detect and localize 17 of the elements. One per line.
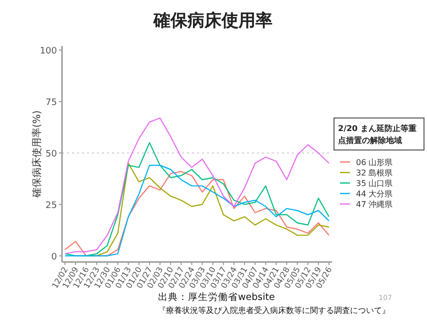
y-tick-label: 100 — [40, 46, 58, 57]
source-note: 出典：厚生労働省website — [158, 291, 275, 303]
line-series — [64, 142, 330, 256]
legend-label: 47 沖縄県 — [356, 200, 393, 209]
y-tick-label: 50 — [46, 149, 58, 160]
legend-title: 2/20 まん延防止等重点措置の解除地域 — [338, 124, 416, 145]
y-axis-title: 確保病床使用率(%) — [31, 110, 43, 199]
y-tick-label: 75 — [46, 98, 57, 108]
legend-label: 32 島根県 — [356, 168, 393, 178]
y-tick-label: 25 — [46, 200, 57, 211]
text: 『療養状況等及び入院患者受入病床数等に関する調査について』 — [158, 306, 390, 315]
legend-label: 06 山形県 — [356, 158, 393, 167]
legend-label: 44 大分県 — [356, 190, 393, 198]
legend-label: 35 山口県 — [356, 179, 393, 188]
line-series — [64, 117, 330, 254]
y-tick-label: 0 — [51, 252, 58, 262]
chart-title: 確保病床使用率 — [152, 11, 272, 31]
